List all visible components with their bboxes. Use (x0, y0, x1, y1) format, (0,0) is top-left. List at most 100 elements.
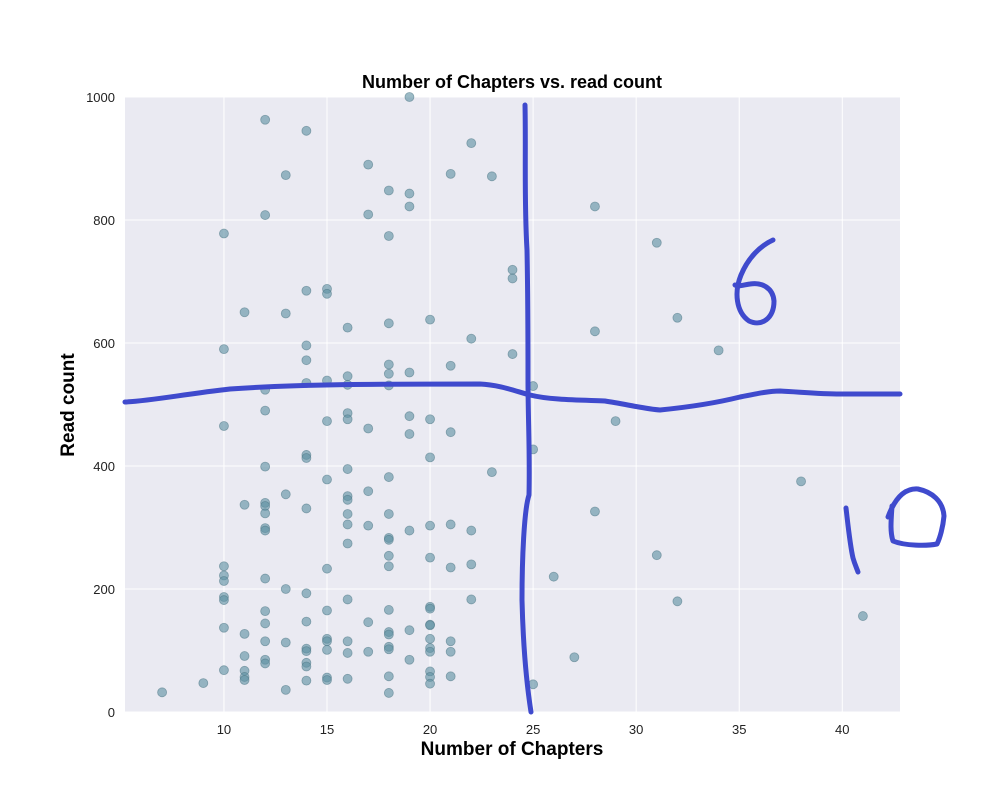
scatter-point (383, 185, 394, 196)
scatter-point (219, 595, 229, 605)
scatter-point (363, 209, 374, 220)
scatter-point (219, 561, 229, 572)
scatter-point (342, 494, 353, 505)
scatter-point (342, 371, 353, 382)
y-tick-label: 800 (93, 213, 115, 228)
scatter-point (363, 520, 374, 531)
scatter-point (445, 671, 456, 682)
scatter-point (383, 318, 394, 329)
scatter-point (445, 646, 456, 657)
scatter-point (322, 474, 332, 485)
scatter-point (363, 646, 374, 657)
scatter-point (383, 550, 394, 561)
scatter-point (404, 188, 415, 199)
scatter-point (507, 349, 518, 359)
scatter-point (425, 414, 435, 425)
x-tick-label: 25 (526, 722, 540, 737)
scatter-point (383, 359, 394, 370)
scatter-point (342, 648, 353, 658)
scatter-point (280, 308, 291, 319)
scatter-point (260, 210, 271, 220)
scatter-point (301, 503, 312, 514)
scatter-point (445, 427, 456, 438)
scatter-point (590, 506, 600, 517)
scatter-point (301, 125, 312, 136)
scatter-point (425, 678, 435, 689)
scatter-point (404, 625, 415, 636)
scatter-point (651, 550, 662, 561)
scatter-point (239, 651, 250, 661)
scatter-point (404, 411, 415, 422)
scatter-point (301, 340, 312, 351)
scatter-point (260, 525, 271, 536)
scatter-point (383, 629, 394, 640)
scatter-point (301, 616, 312, 627)
scatter-point (445, 636, 456, 647)
scatter-point (425, 314, 435, 325)
scatter-point (363, 486, 374, 497)
scatter-point (219, 622, 229, 633)
scatter-point (857, 611, 868, 621)
scatter-point (651, 237, 662, 248)
scatter-point (342, 414, 353, 425)
y-axis-label: Read count (58, 353, 79, 457)
scatter-point (569, 652, 580, 663)
scatter-point (301, 675, 312, 686)
scatter-point (548, 571, 559, 582)
handwritten-digit-0 (885, 486, 947, 548)
y-tick-labels: 0 200 400 600 800 1000 (86, 90, 115, 720)
scatter-point (466, 525, 477, 536)
scatter-point (239, 675, 250, 685)
scatter-point (342, 509, 353, 519)
y-tick-label: 1000 (86, 90, 115, 105)
scatter-point (383, 644, 394, 655)
scatter-point (445, 168, 456, 179)
scatter-point (445, 562, 456, 573)
scatter-point (383, 472, 394, 482)
scatter-point (280, 637, 291, 648)
scatter-point (507, 264, 518, 275)
scatter-point (404, 525, 415, 536)
scatter-point (466, 594, 477, 605)
scatter-point (404, 654, 415, 665)
plot-area (125, 97, 900, 712)
scatter-point (672, 596, 683, 607)
scatter-point (301, 646, 312, 657)
scatter-point (260, 658, 271, 669)
scatter-point (404, 92, 415, 102)
scatter-point (445, 360, 456, 371)
scatter-point (260, 461, 271, 472)
scatter-point (486, 171, 497, 182)
scatter-point (260, 573, 271, 584)
scatter-point (301, 453, 312, 463)
x-tick-labels: 10 15 20 25 30 35 40 (217, 722, 850, 737)
scatter-point (260, 405, 271, 416)
scatter-point (466, 138, 477, 149)
scatter-point (445, 519, 456, 530)
scatter-point (342, 322, 353, 333)
handwritten-digit-1 (843, 505, 861, 575)
scatter-point (280, 170, 291, 181)
scatter-point (219, 344, 229, 355)
scatter-point (404, 429, 415, 439)
scatter-point (219, 665, 229, 676)
scatter-point (322, 563, 332, 574)
scatter-point (383, 688, 394, 698)
scatter-point (383, 509, 394, 519)
scatter-point (425, 620, 435, 631)
scatter-point (322, 636, 332, 647)
scatter-point (342, 594, 353, 605)
scatter-point (280, 684, 291, 695)
scatter-point (383, 561, 394, 572)
scatter-point (796, 476, 806, 487)
scatter-point (425, 603, 435, 614)
y-tick-label: 400 (93, 459, 115, 474)
y-tick-label: 600 (93, 336, 115, 351)
scatter-point (219, 576, 229, 586)
scatter-point (383, 368, 394, 379)
x-tick-label: 40 (835, 722, 849, 737)
scatter-point (280, 584, 291, 594)
scatter-point (301, 661, 312, 672)
grid-lines (125, 96, 900, 713)
